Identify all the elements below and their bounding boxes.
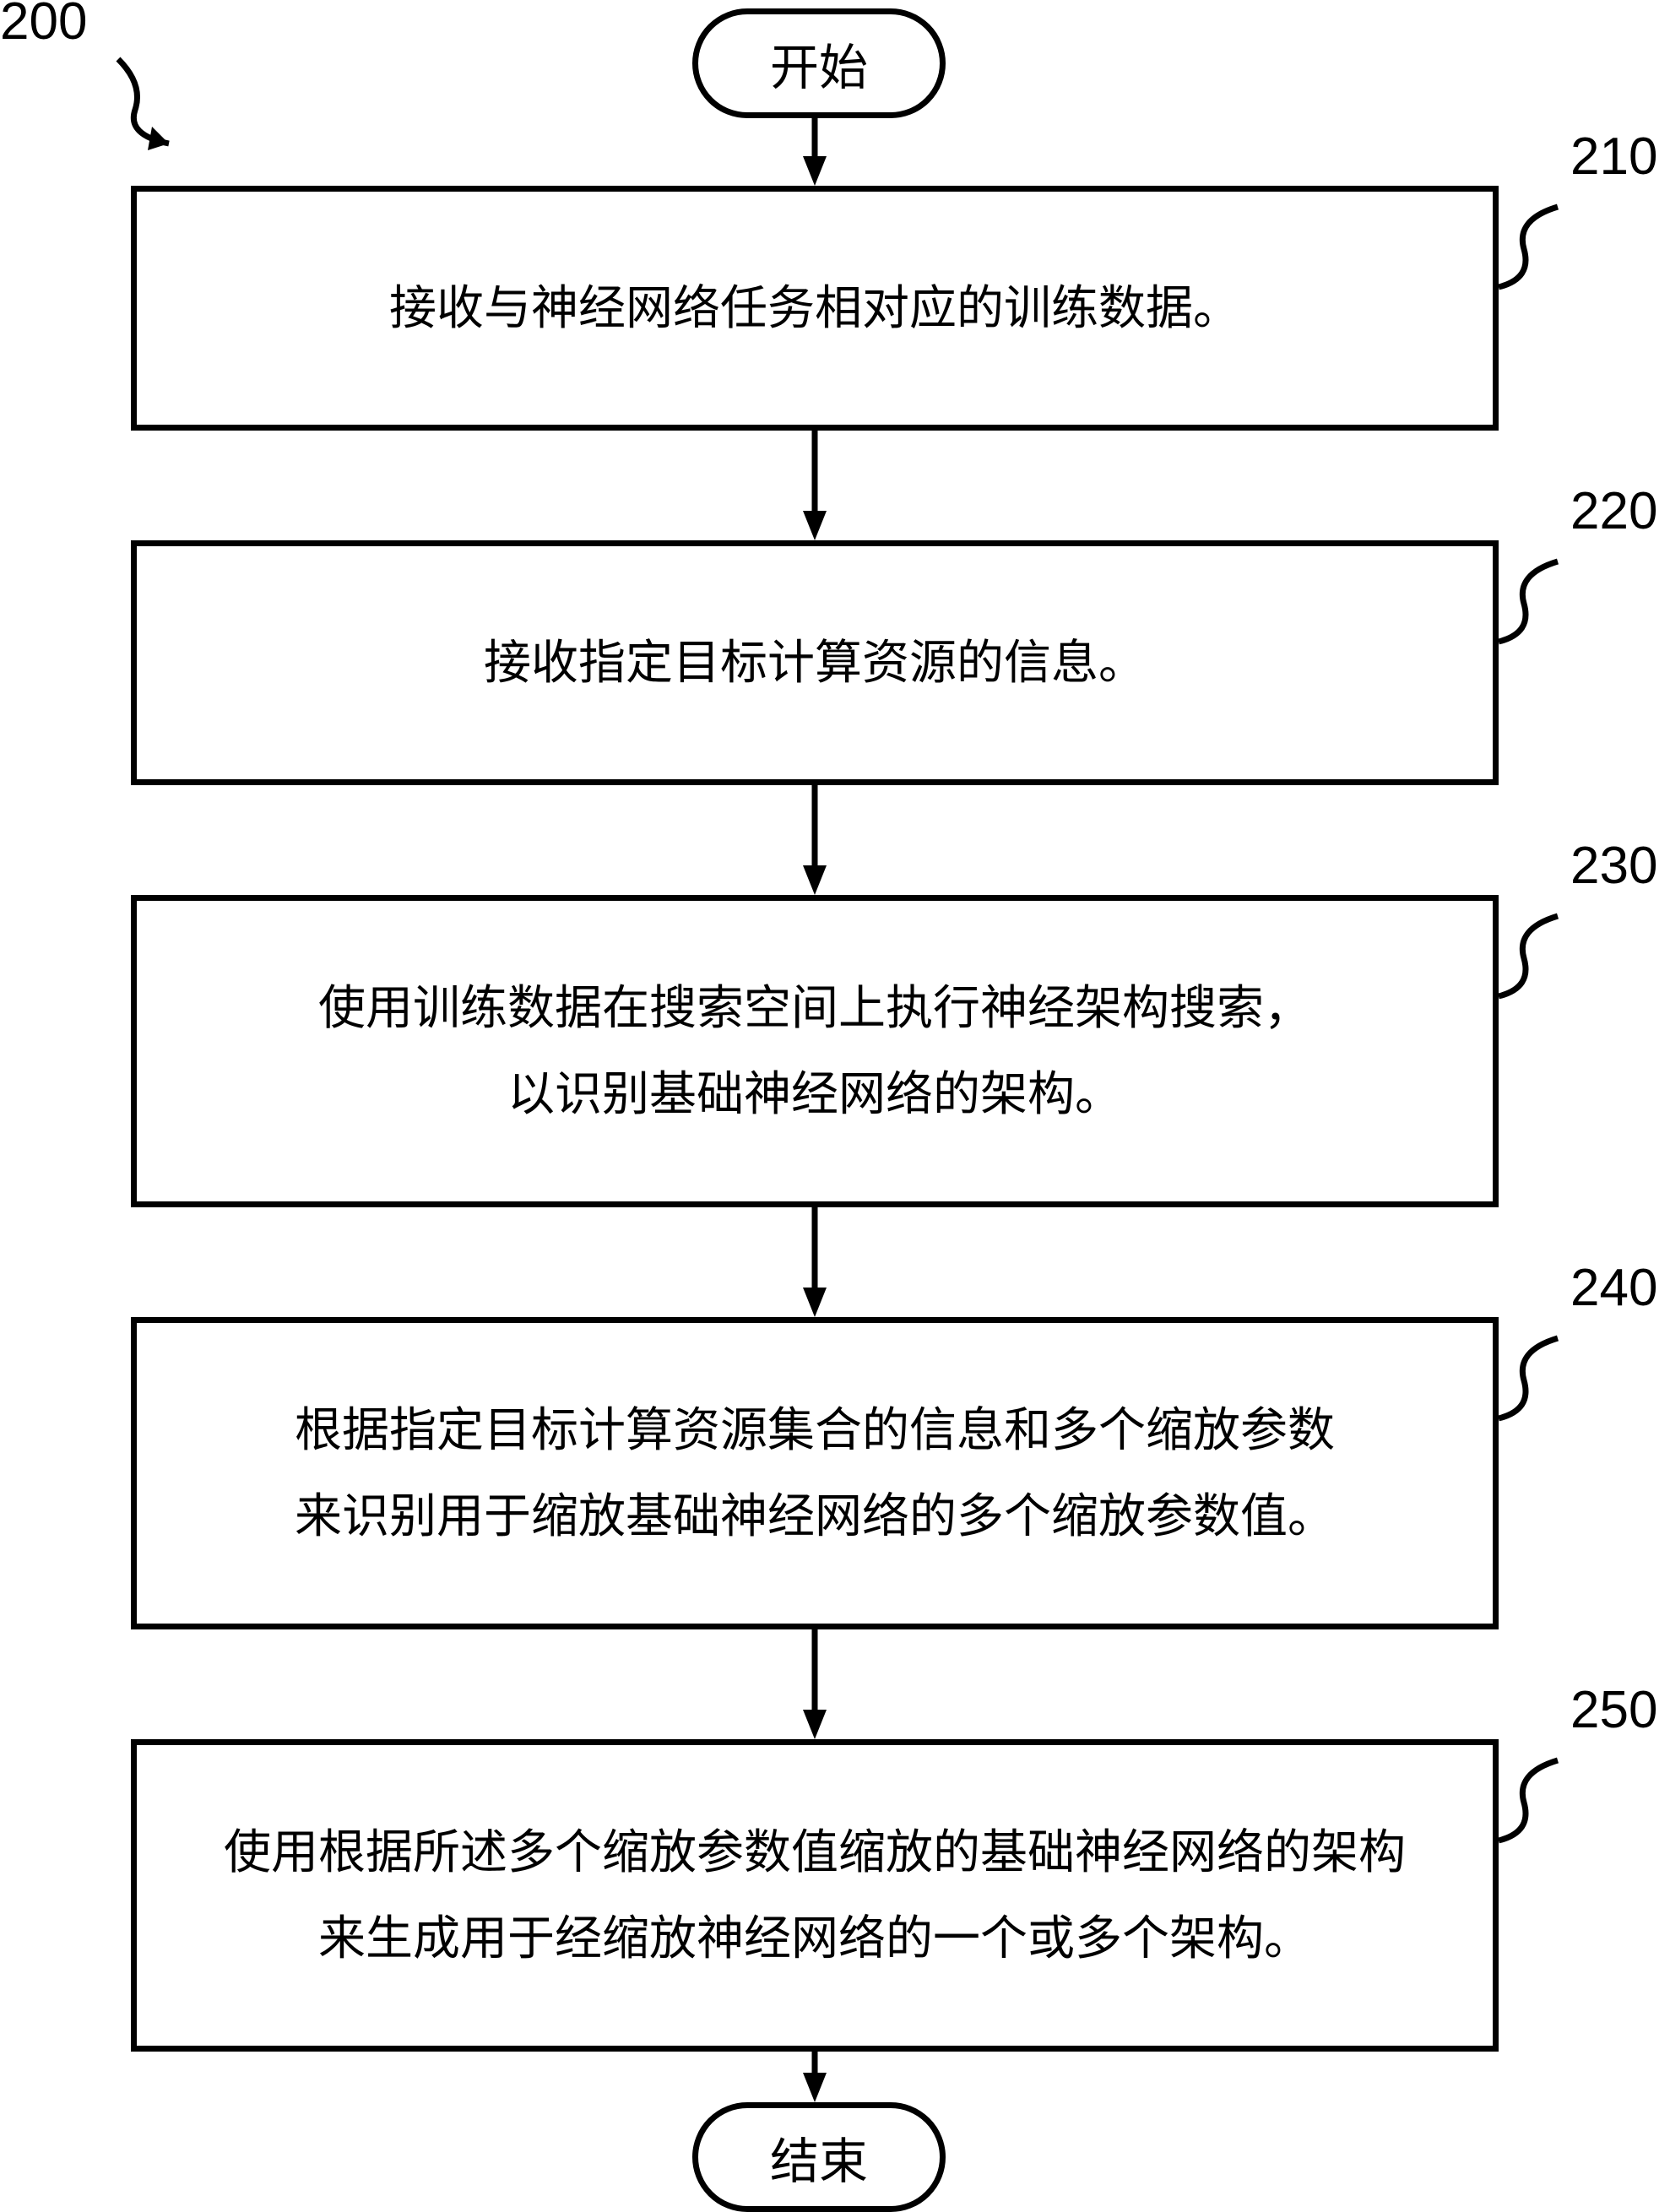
step-220-squiggle xyxy=(1499,557,1600,650)
step-240-label: 240 xyxy=(1570,1258,1657,1318)
start-terminal: 开始 xyxy=(692,8,946,118)
step-250-box: 使用根据所述多个缩放参数值缩放的基础神经网络的架构 来生成用于经缩放神经网络的一… xyxy=(131,1739,1499,2052)
arrow-230-to-240 xyxy=(800,1207,830,1317)
end-terminal: 结束 xyxy=(692,2102,946,2212)
step-line: 来生成用于经缩放神经网络的一个或多个架构。 xyxy=(318,1906,1311,1971)
step-230-squiggle xyxy=(1499,912,1600,1005)
arrow-210-to-220 xyxy=(800,431,830,540)
step-240-box: 根据指定目标计算资源集合的信息和多个缩放参数 来识别用于缩放基础神经网络的多个缩… xyxy=(131,1317,1499,1629)
figure-number-squiggle xyxy=(110,51,211,152)
flowchart-container: 200 开始 接收与神经网络任务相对应的训练数据。 210 接收指定目标计算资源… xyxy=(0,0,1670,2206)
step-210-squiggle xyxy=(1499,203,1600,295)
step-line: 根据指定目标计算资源集合的信息和多个缩放参数 xyxy=(295,1397,1335,1463)
step-line: 以识别基础神经网络的架构。 xyxy=(507,1061,1122,1127)
step-line: 接收指定目标计算资源的信息。 xyxy=(484,630,1146,696)
figure-number-label: 200 xyxy=(0,0,87,52)
step-line: 接收与神经网络任务相对应的训练数据。 xyxy=(389,275,1240,341)
step-230-box: 使用训练数据在搜索空间上执行神经架构搜索， 以识别基础神经网络的架构。 xyxy=(131,895,1499,1207)
step-line: 使用训练数据在搜索空间上执行神经架构搜索， xyxy=(318,975,1311,1041)
step-240-squiggle xyxy=(1499,1334,1600,1427)
arrow-start-to-210 xyxy=(800,118,830,186)
step-210-label: 210 xyxy=(1570,127,1657,187)
step-line: 使用根据所述多个缩放参数值缩放的基础神经网络的架构 xyxy=(224,1819,1406,1885)
start-label: 开始 xyxy=(770,28,868,99)
step-210-box: 接收与神经网络任务相对应的训练数据。 xyxy=(131,186,1499,431)
step-220-box: 接收指定目标计算资源的信息。 xyxy=(131,540,1499,785)
step-250-label: 250 xyxy=(1570,1680,1657,1740)
arrow-220-to-230 xyxy=(800,785,830,895)
step-line: 来识别用于缩放基础神经网络的多个缩放参数值。 xyxy=(295,1483,1335,1549)
step-220-label: 220 xyxy=(1570,481,1657,541)
end-label: 结束 xyxy=(770,2122,868,2193)
step-230-label: 230 xyxy=(1570,836,1657,896)
step-250-squiggle xyxy=(1499,1756,1600,1849)
arrow-250-to-end xyxy=(800,2052,830,2102)
arrow-240-to-250 xyxy=(800,1629,830,1739)
